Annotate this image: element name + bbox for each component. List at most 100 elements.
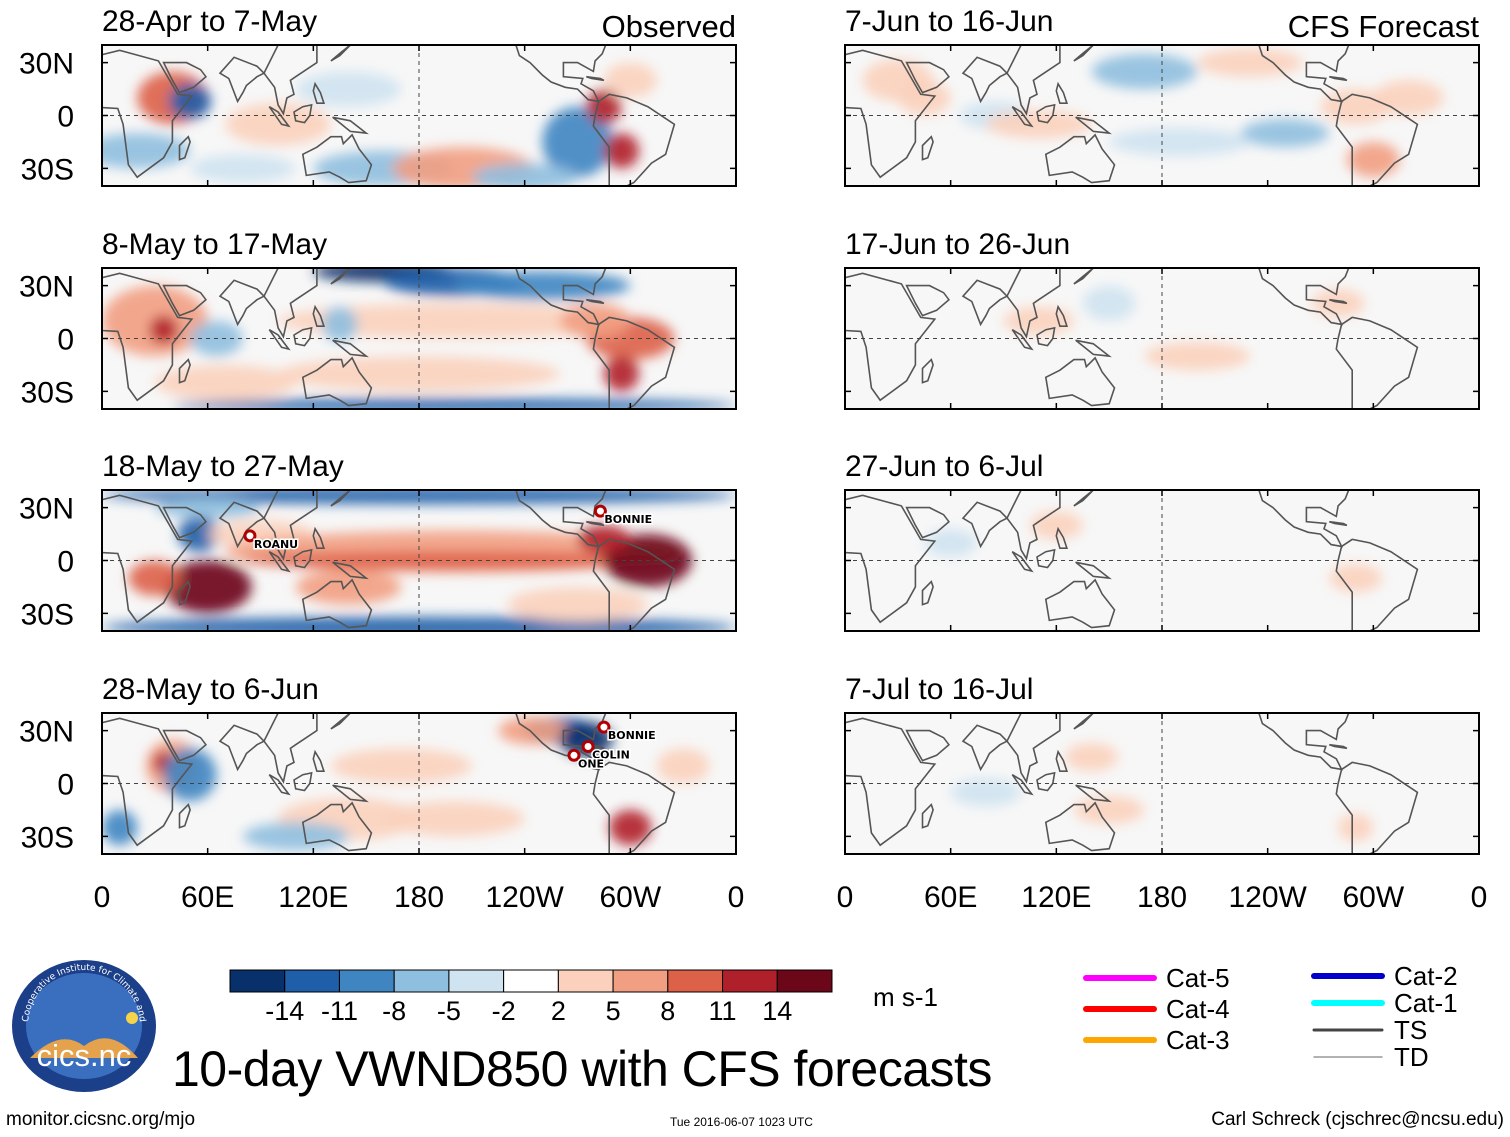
coastline [301,356,373,407]
coastline [1258,713,1350,771]
anomaly-field [102,268,736,409]
anomaly-blob [102,133,191,169]
coastline [1075,561,1112,580]
anomaly-blob [1338,813,1374,842]
storm-legend-label: Cat-4 [1166,994,1230,1024]
coastline [921,135,934,161]
colorbar-segment [667,969,724,993]
coastline [961,501,1009,549]
coastline [515,268,607,326]
forecast-panel: 17-Jun to 26-Jun [844,228,1480,410]
colorbar: -14 -11 -8 -5 -2 2 5 8 11 14 [229,969,833,1026]
anomaly-blob [1109,127,1251,157]
colorbar-segment [393,969,450,993]
coastline [1329,75,1348,82]
coastline [961,279,1009,327]
coastline [218,279,266,327]
coastline [330,713,351,730]
coastline [1011,551,1034,573]
x-tick-label: 60W [599,881,661,914]
coastline [1036,326,1056,347]
y-tick-label: 0 [57,324,74,357]
anomaly-field [1003,285,1365,371]
y-tick-label: 30S [21,153,74,186]
coastline [301,133,373,184]
storm-label: BONNIE [604,513,652,526]
colorbar-tick-label: 11 [709,996,737,1026]
x-tick-label: 60E [181,881,234,914]
anomaly-blob [471,163,578,186]
x-tick-label: 120E [278,881,348,914]
coastline [592,316,676,409]
column-header: CFS Forecast [1288,9,1480,44]
coastline [1011,329,1034,351]
anomaly-field [950,742,1374,842]
footer-url[interactable]: monitor.cicsnc.org/mjo [6,1109,196,1130]
anomaly-blob [542,106,613,178]
colorbar-segment [776,969,833,993]
colorbar-tick-label: -2 [492,996,516,1026]
anomaly-blob [577,525,631,554]
coastline [515,45,607,103]
coastline [162,284,207,317]
anomaly-blob [1346,141,1400,178]
coastline [586,298,605,305]
coastline [218,724,266,772]
coastline [1006,268,1061,339]
coastline [592,93,676,186]
anomaly-blob [507,586,648,623]
anomaly-blob [609,809,652,846]
coastline [1075,784,1112,803]
x-tick-label: 120W [1228,881,1307,914]
logo-text: cics.nc [36,1038,132,1073]
x-tick-label: 180 [1137,881,1187,914]
x-tick-label: 0 [837,881,854,914]
observed-panel: 30N 0 30S 28-Apr to 7-May Observed [19,5,737,187]
map-panels: 30N 0 30S 28-Apr to 7-May Observed 30N 0 30S 8-M… [19,5,1487,914]
colorbar-tick-label: -8 [382,996,406,1026]
anomaly-blob [1373,80,1444,116]
colorbar-segment [557,969,614,993]
colorbar-tick-label: -14 [265,996,304,1026]
coastline [312,304,326,328]
anomaly-blob [498,716,569,745]
coastline [1073,490,1094,507]
coastline [332,561,369,580]
coastline [592,538,676,631]
coastline [1006,45,1061,116]
anomaly-blob [322,306,358,343]
anomaly-blob [242,822,349,851]
panel-date-label: 18-May to 27-May [102,450,344,483]
coastline [263,713,318,784]
coastline [1036,103,1056,124]
anomaly-blob [603,62,657,98]
x-tick-label: 120E [1021,881,1091,914]
anomaly-blob [603,133,640,169]
coastline [1036,548,1056,569]
anomaly-blob [924,528,978,557]
anomaly-field [102,716,710,851]
panel-date-label: 28-May to 6-Jun [102,673,319,706]
coastline [312,526,326,550]
coastline [1006,490,1061,561]
colorbar-tick-label: 2 [551,996,566,1026]
coastline [301,578,373,629]
x-tick-label: 60W [1342,881,1404,914]
coastline [1335,538,1419,631]
anomaly-blob [295,71,402,107]
anomaly-blob [603,356,640,392]
coastline [268,106,291,128]
anomaly-blob [190,154,296,183]
coastline [1011,774,1034,796]
coastline [293,771,313,792]
anomaly-blob [1197,48,1303,77]
coastline [263,268,318,339]
coastline [961,56,1009,104]
coastline [1075,339,1112,358]
coastline [921,580,934,606]
coastline [178,580,191,606]
footer-author: Carl Schreck (cjschrec@ncsu.edu) [1211,1109,1504,1130]
colorbar-segment [229,969,286,993]
